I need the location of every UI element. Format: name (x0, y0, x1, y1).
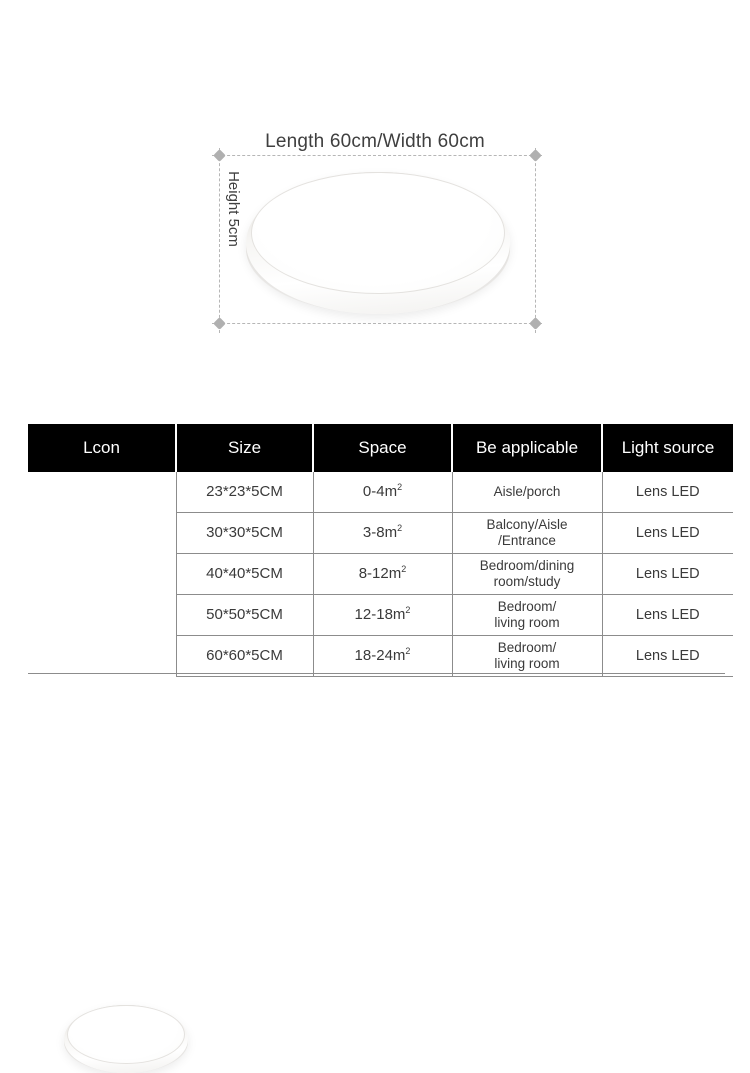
cell-space: 18-24m2 (313, 635, 453, 677)
space-unit: m (392, 606, 406, 624)
specification-table: Lcon Size Space Be applicable Light sour… (28, 424, 733, 1073)
table-row: 40*40*5CM 8-12m2 Bedroom/dining room/stud… (28, 553, 733, 595)
cell-light-source: Lens LED (602, 553, 733, 595)
guide-line-top (212, 155, 542, 156)
table-row: 60*60*5CM 18-24m2 Bedroom/living room Le… (28, 635, 733, 677)
cell-space: 0-4m2 (313, 472, 453, 513)
corner-marker-bottom-right (529, 317, 542, 330)
applicable-line: Aisle/porch (493, 484, 561, 500)
table-header: Lcon Size Space Be applicable Light sour… (28, 424, 733, 472)
cell-size: 30*30*5CM (176, 512, 314, 554)
cell-size: 60*60*5CM (176, 635, 314, 677)
round-ceiling-lamp-icon (64, 1005, 188, 1073)
space-value: 0-4 (362, 483, 385, 501)
column-header-size: Size (176, 424, 314, 472)
space-value: 18-24 (354, 647, 393, 665)
dimension-diagram: Length 60cm/Width 60cm Height 5cm (0, 0, 750, 410)
space-unit: m (392, 647, 406, 665)
corner-marker-bottom-left (213, 317, 226, 330)
lamp-diffuser-face (67, 1005, 185, 1064)
guide-line-bottom (212, 323, 542, 324)
applicable-line: living room (494, 615, 560, 630)
cell-size: 40*40*5CM (176, 553, 314, 595)
column-header-light-source: Light source (602, 424, 733, 472)
space-value: 12-18 (354, 606, 393, 624)
column-header-be-applicable: Be applicable (452, 424, 603, 472)
cell-applicable: Aisle/porch (452, 472, 603, 513)
column-header-icon: Lcon (28, 424, 177, 472)
space-exponent: 2 (397, 523, 403, 534)
applicable-line: Balcony/Aisle (486, 517, 568, 533)
cell-space: 12-18m2 (313, 594, 453, 636)
product-icon-cell (28, 472, 188, 1073)
applicable-line: Bedroom/ (497, 640, 557, 656)
cell-size: 23*23*5CM (176, 472, 314, 513)
space-exponent: 2 (397, 482, 403, 493)
cell-light-source: Lens LED (602, 472, 733, 513)
cell-applicable: Bedroom/living room (452, 594, 603, 636)
applicable-line: room/study (493, 574, 561, 589)
cell-light-source: Lens LED (602, 512, 733, 554)
column-header-space: Space (313, 424, 453, 472)
space-exponent: 2 (401, 564, 407, 575)
space-unit: m (384, 524, 398, 542)
round-ceiling-lamp-icon (246, 172, 510, 314)
space-value: 8-12 (358, 565, 389, 583)
applicable-line: living room (494, 656, 560, 671)
applicable-line: Bedroom/dining (479, 558, 575, 574)
table-row: 23*23*5CM 0-4m2 Aisle/porch Lens LED (28, 472, 733, 1073)
applicable-line: /Entrance (498, 533, 556, 548)
cell-space: 3-8m2 (313, 512, 453, 554)
cell-applicable: Bedroom/living room (452, 635, 603, 677)
table-row: 30*30*5CM 3-8m2 Balcony/Aisle/Entrance L… (28, 512, 733, 554)
cell-size: 50*50*5CM (176, 594, 314, 636)
table-body: 23*23*5CM 0-4m2 Aisle/porch Lens LED 30*… (28, 472, 733, 1073)
space-exponent: 2 (405, 646, 411, 657)
space-unit: m (388, 565, 402, 583)
cell-applicable: Balcony/Aisle/Entrance (452, 512, 603, 554)
cell-applicable: Bedroom/dining room/study (452, 553, 603, 595)
table-bottom-rule (28, 673, 725, 674)
applicable-line: Bedroom/ (497, 599, 557, 615)
cell-light-source: Lens LED (602, 635, 733, 677)
space-value: 3-8 (362, 524, 385, 542)
lamp-diffuser-face (251, 172, 505, 294)
space-unit: m (384, 483, 398, 501)
dimension-title: Length 60cm/Width 60cm (265, 131, 485, 152)
cell-space: 8-12m2 (313, 553, 453, 595)
guide-line-left (219, 148, 220, 333)
table-header-row: Lcon Size Space Be applicable Light sour… (28, 424, 733, 472)
guide-line-right (535, 148, 536, 333)
height-dimension-label: Height 5cm (225, 171, 242, 247)
cell-light-source: Lens LED (602, 594, 733, 636)
space-exponent: 2 (405, 605, 411, 616)
table-row: 50*50*5CM 12-18m2 Bedroom/living room Le… (28, 594, 733, 636)
